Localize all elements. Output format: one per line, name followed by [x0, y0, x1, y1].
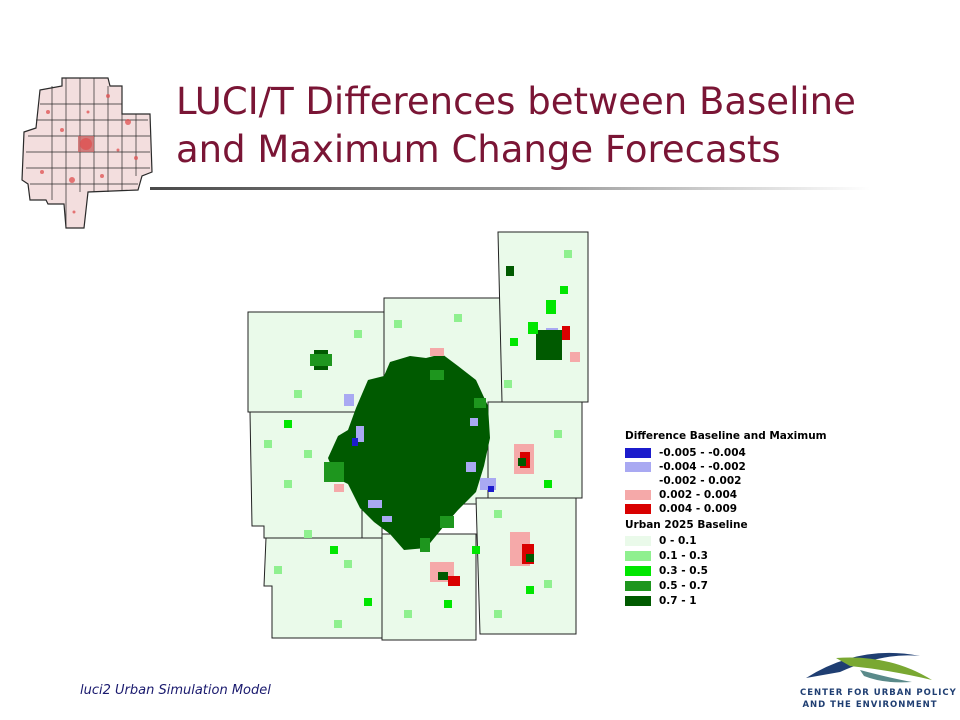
legend-label: 0.5 - 0.7 [659, 580, 708, 592]
legend-label: 0.3 - 0.5 [659, 565, 708, 577]
county-sw [263, 537, 383, 639]
county-ne [497, 231, 589, 403]
legend-swatch [625, 566, 651, 576]
footer-text: luci2 Urban Simulation Model [80, 683, 271, 698]
difference-map [247, 231, 589, 641]
logo-mark-icon [806, 652, 932, 683]
legend-difference-title: Difference Baseline and Maximum [625, 430, 827, 442]
legend-urban-title: Urban 2025 Baseline [625, 519, 748, 531]
legend-swatch [625, 536, 651, 546]
logo-text-line-2: AND THE ENVIRONMENT [802, 700, 938, 710]
inset-county-map [21, 77, 153, 229]
legend-item: 0.1 - 0.3 [625, 549, 708, 563]
legend-label: -0.005 - -0.004 [659, 447, 746, 459]
legend-label: 0 - 0.1 [659, 535, 697, 547]
title-line-1: LUCI/T Differences between Baseline [176, 80, 856, 123]
legend-label: 0.002 - 0.004 [659, 489, 738, 501]
legend-swatch [625, 581, 651, 591]
legend-swatch [625, 490, 651, 500]
inset-state-outline [21, 77, 153, 229]
title-underline [150, 187, 870, 190]
legend-swatch [625, 504, 651, 514]
legend-swatch [625, 462, 651, 472]
logo-text-line-1: CENTER FOR URBAN POLICY [800, 688, 957, 698]
legend-label: -0.004 - -0.002 [659, 461, 746, 473]
map-legend: Difference Baseline and Maximum -0.005 -… [621, 428, 841, 613]
legend-swatch [625, 448, 651, 458]
legend-item: 0 - 0.1 [625, 534, 697, 548]
legend-item: 0.002 - 0.004 [625, 488, 737, 502]
satellite-towns [310, 266, 562, 580]
legend-swatch [625, 596, 651, 606]
legend-item: 0.5 - 0.7 [625, 579, 708, 593]
scattered-mid-cells [284, 286, 568, 608]
scattered-light-cells [264, 250, 572, 628]
legend-item: 0.7 - 1 [625, 594, 697, 608]
legend-label: 0.7 - 1 [659, 595, 697, 607]
legend-item: -0.002 - 0.002 [625, 474, 741, 488]
center-logo: CENTER FOR URBAN POLICY AND THE ENVIRONM… [800, 648, 957, 714]
legend-label: -0.002 - 0.002 [659, 475, 742, 487]
legend-swatch [625, 476, 651, 486]
legend-item: 0.004 - 0.009 [625, 502, 737, 516]
legend-label: 0.1 - 0.3 [659, 550, 708, 562]
title-line-2: and Maximum Change Forecasts [176, 128, 781, 171]
strong-decrease-cells [352, 438, 494, 492]
legend-item: -0.005 - -0.004 [625, 446, 746, 460]
legend-label: 0.004 - 0.009 [659, 503, 738, 515]
legend-item: 0.3 - 0.5 [625, 564, 708, 578]
urban-fringe [324, 370, 486, 528]
county-e [487, 401, 583, 499]
slide-title: LUCI/T Differences between Baseline and … [176, 78, 916, 174]
legend-item: -0.004 - -0.002 [625, 460, 746, 474]
legend-swatch [625, 551, 651, 561]
inset-urban-dots [40, 94, 138, 214]
